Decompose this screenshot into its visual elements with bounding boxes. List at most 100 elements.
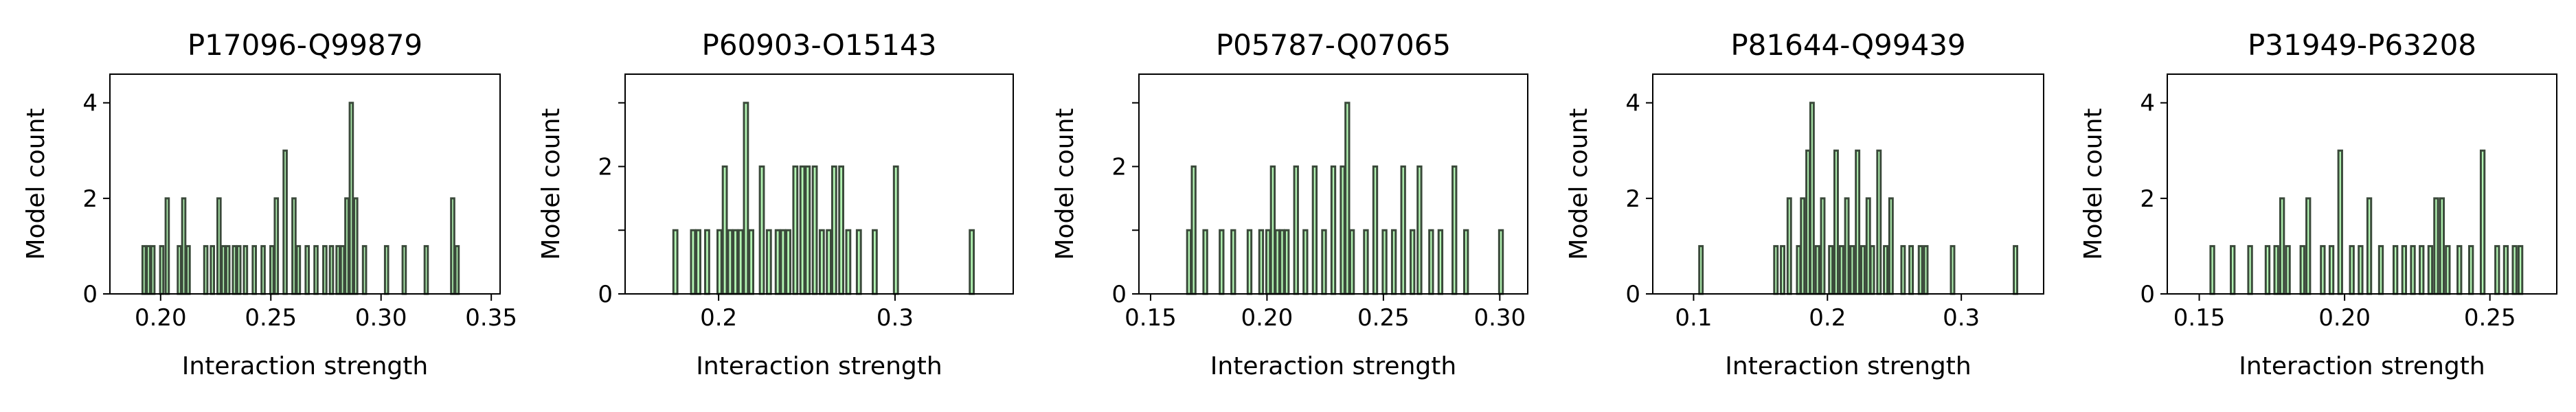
histogram-bar — [1372, 165, 1379, 295]
histogram-bar — [1390, 229, 1397, 295]
panel-title: P60903-O15143 — [702, 28, 937, 62]
histogram-bar — [1186, 229, 1193, 295]
x-axis-label: Interaction strength — [2239, 352, 2485, 380]
histogram-bar — [2328, 244, 2335, 295]
histogram-bar — [969, 229, 975, 295]
histogram-bar — [344, 197, 350, 295]
x-tick-label: 0.25 — [1357, 304, 1410, 332]
histogram-bar — [295, 244, 302, 295]
histogram-bar — [737, 229, 744, 295]
histogram-bar — [2468, 244, 2474, 295]
y-axis-label: Model count — [537, 108, 565, 260]
histogram-bar — [1900, 244, 1906, 295]
histogram-bar — [774, 229, 781, 295]
x-tick-label: 0.30 — [355, 304, 407, 332]
histogram-bar — [454, 244, 460, 295]
histogram-panel-1: 0.20 0.25 0.30 0.35 0 2 4 P17096-Q99879 Interact… — [22, 28, 517, 380]
histogram-bar — [831, 165, 837, 295]
axes-frame — [1652, 73, 2044, 295]
histogram-bar — [2247, 244, 2253, 295]
histogram-bar — [2305, 197, 2312, 295]
histogram-bar — [2410, 244, 2416, 295]
histogram-bar — [1950, 244, 1956, 295]
histogram-bar — [231, 244, 238, 295]
y-tick-label: 0 — [1111, 281, 1127, 308]
histogram-bar — [401, 244, 407, 295]
histogram-bar — [159, 244, 165, 295]
y-axis-label: Model count — [2079, 108, 2108, 260]
histogram-bar — [1923, 244, 1929, 295]
y-tick-label: 0 — [598, 281, 613, 308]
histogram-bar — [2439, 197, 2445, 295]
panel-title: P81644-Q99439 — [1730, 28, 1965, 62]
histogram-bar — [1410, 229, 1416, 295]
histogram-bar — [150, 244, 156, 295]
histogram-bar — [838, 165, 844, 295]
histogram-bar — [1849, 244, 1855, 295]
histogram-bar — [872, 229, 878, 295]
y-axis-label: Model count — [1051, 108, 1079, 260]
histogram-bar — [423, 244, 429, 295]
histogram-bar — [1865, 197, 1871, 295]
histogram-bar — [164, 197, 170, 295]
histogram-bar — [1869, 244, 1875, 295]
histogram-bar — [780, 229, 787, 295]
histogram-bar — [383, 244, 389, 295]
histogram-bar — [2494, 244, 2500, 295]
histogram-bar — [758, 165, 765, 295]
histogram-bar — [732, 229, 738, 295]
histogram-bar — [1908, 244, 1914, 295]
histogram-bar — [322, 244, 328, 295]
histogram-bar — [1246, 229, 1253, 295]
histogram-bar — [2366, 197, 2373, 295]
histogram-bar — [203, 244, 209, 295]
histogram-bar — [291, 197, 297, 295]
histogram-bar — [1844, 197, 1850, 295]
histogram-bar — [221, 244, 227, 295]
histogram-bar — [2392, 244, 2399, 295]
histogram-bar — [727, 229, 734, 295]
x-tick-label: 0.25 — [2464, 304, 2516, 332]
histogram-bar — [2433, 197, 2439, 295]
histogram-bar — [2502, 244, 2509, 295]
histogram-bar — [269, 244, 275, 295]
y-tick-label: 2 — [1111, 153, 1127, 181]
histogram-bar — [826, 229, 833, 295]
x-tick-label: 0.2 — [1809, 304, 1846, 332]
y-axis-label: Model count — [22, 108, 50, 260]
histogram-bar — [1809, 102, 1815, 295]
histogram-bar — [721, 165, 728, 295]
histogram-bar — [2013, 244, 2019, 295]
histogram-bar — [1344, 102, 1351, 295]
histogram-bar — [313, 244, 319, 295]
histogram-bar — [216, 197, 222, 295]
histogram-bar — [804, 165, 811, 295]
x-tick-label: 0.15 — [1125, 304, 1177, 332]
histogram-bar — [1330, 165, 1337, 295]
histogram-bar — [695, 229, 701, 295]
histogram-bar — [892, 165, 899, 295]
histogram-bar — [242, 244, 249, 295]
histogram-bar — [328, 244, 335, 295]
histogram-bar — [1820, 197, 1826, 295]
histogram-bar — [2511, 244, 2518, 295]
histogram-bar — [704, 229, 710, 295]
histogram-bar — [2349, 244, 2355, 295]
histogram-bar — [282, 149, 288, 295]
histogram-bar — [1279, 229, 1285, 295]
histogram-bar — [748, 229, 755, 295]
histogram-bar — [792, 165, 799, 295]
histogram-bar — [348, 102, 354, 295]
histogram-bar — [450, 197, 455, 295]
histogram-panel-5: 0.15 0.20 0.25 0 2 4 P31949-P63208 Interaction … — [2079, 28, 2557, 380]
histogram-bar — [1498, 229, 1504, 295]
histogram-bar — [1828, 244, 1834, 295]
histogram-bar — [141, 244, 147, 295]
histogram-bar — [799, 165, 806, 295]
x-axis-label: Interaction strength — [182, 352, 428, 380]
histogram-bar — [1230, 229, 1236, 295]
histogram-bar — [260, 244, 266, 295]
y-tick-label: 4 — [82, 90, 98, 117]
histogram-bar — [855, 229, 862, 295]
